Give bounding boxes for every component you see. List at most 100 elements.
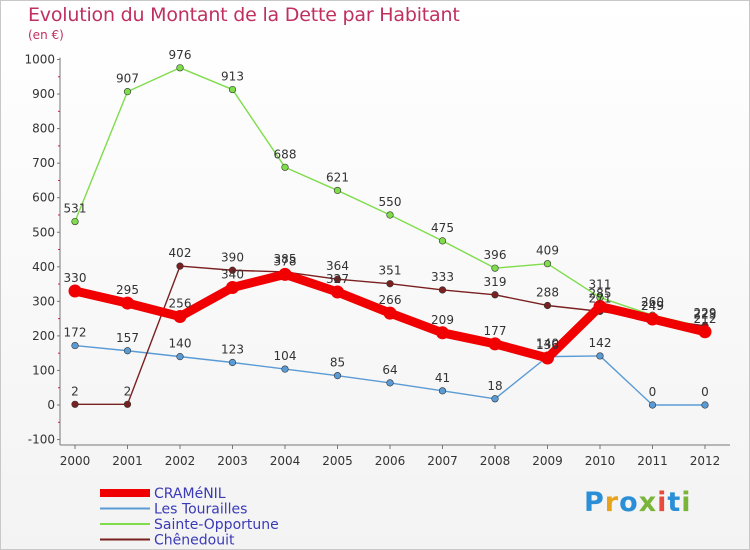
data-label: 688 (274, 147, 297, 161)
data-label: 907 (116, 72, 139, 86)
chart-subtitle: (en €) (28, 28, 64, 42)
brand-letter: P (584, 487, 605, 518)
data-point (176, 64, 184, 72)
data-label: 330 (64, 271, 87, 285)
data-point (333, 186, 342, 195)
data-label: 2 (124, 384, 132, 398)
x-tick-label: 2007 (427, 454, 458, 468)
data-label: 172 (64, 326, 87, 340)
data-point (488, 337, 502, 351)
data-point (123, 88, 132, 96)
data-point (281, 365, 289, 373)
y-tick-label: 500 (32, 225, 55, 239)
y-tick-label: 400 (32, 260, 55, 274)
data-point (68, 284, 82, 298)
data-label: 2 (71, 384, 79, 398)
data-label: 140 (169, 337, 192, 351)
legend-label: Sainte-Opportune (154, 517, 279, 533)
y-tick-label: 200 (32, 329, 55, 343)
brand-letter: o (619, 487, 639, 518)
data-label: 140 (536, 337, 559, 351)
data-label: 177 (484, 324, 507, 338)
data-point (331, 285, 344, 299)
chart-title: Evolution du Montant de la Dette par Hab… (28, 4, 460, 26)
y-tick-label: 800 (32, 122, 55, 136)
data-label: 85 (330, 356, 345, 370)
brand-letter: x (638, 487, 658, 518)
data-label: 396 (484, 248, 507, 262)
x-tick-label: 2010 (585, 454, 616, 468)
data-label: 225 (694, 307, 717, 321)
data-label: 271 (589, 291, 612, 305)
data-point (121, 296, 134, 310)
data-label: 249 (641, 299, 664, 313)
x-tick-label: 2006 (375, 454, 406, 468)
data-point (123, 347, 132, 355)
data-point (226, 281, 239, 295)
legend-label: Chênedouit (154, 533, 235, 549)
data-label: 333 (431, 270, 454, 284)
data-label: 550 (379, 195, 402, 209)
data-label: 402 (169, 246, 192, 260)
data-label: 378 (274, 254, 297, 268)
data-label: 104 (274, 349, 297, 363)
data-point (383, 306, 397, 320)
y-tick-label: 900 (32, 87, 55, 101)
data-point (228, 85, 237, 94)
data-point (438, 237, 447, 245)
data-point (491, 291, 499, 299)
x-tick-label: 2000 (60, 454, 91, 468)
data-label: 212 (694, 312, 717, 326)
data-label: 249 (641, 299, 664, 313)
data-label: 0 (649, 385, 657, 399)
data-label: 41 (435, 371, 450, 385)
data-label: 385 (274, 252, 297, 266)
data-point (123, 400, 132, 408)
data-point (491, 264, 499, 272)
data-point (176, 262, 184, 270)
data-point (386, 379, 394, 387)
data-label: 327 (326, 272, 349, 286)
legend-label: Les Tourailles (154, 502, 247, 518)
y-tick-label: 600 (32, 191, 55, 205)
data-point (698, 325, 712, 339)
x-tick-label: 2004 (270, 454, 301, 468)
data-point (228, 266, 237, 274)
data-label: 409 (536, 244, 559, 258)
legend-label: CRAMéNIL (154, 486, 226, 502)
data-point (386, 211, 394, 219)
data-label: 976 (169, 48, 192, 62)
data-label: 913 (221, 70, 244, 84)
data-point (173, 310, 187, 324)
data-label: 311 (589, 278, 612, 292)
data-label: 351 (379, 264, 402, 278)
data-point (71, 217, 79, 226)
y-tick-label: 700 (32, 156, 55, 170)
data-point (491, 395, 499, 403)
data-point (646, 312, 659, 326)
data-label: 266 (379, 293, 402, 307)
data-point (228, 358, 237, 367)
data-label: 288 (536, 285, 559, 299)
x-tick-label: 2011 (637, 454, 668, 468)
data-label: 136 (536, 338, 559, 352)
data-label: 142 (589, 336, 612, 350)
data-label: 256 (169, 297, 192, 311)
data-point (176, 353, 184, 361)
data-label: 364 (326, 259, 349, 273)
data-label: 209 (431, 313, 454, 327)
data-label: 475 (431, 221, 454, 235)
y-tick-label: 300 (32, 294, 55, 308)
data-point (71, 341, 79, 350)
x-tick-label: 2001 (112, 454, 143, 468)
data-point (541, 351, 554, 365)
brand-letter: i (657, 487, 668, 518)
x-tick-label: 2008 (480, 454, 511, 468)
data-label: 260 (641, 295, 664, 309)
data-point (701, 401, 709, 409)
data-point (593, 300, 607, 314)
data-label: 295 (116, 283, 139, 297)
data-point (333, 275, 342, 283)
data-label: 18 (487, 379, 502, 393)
